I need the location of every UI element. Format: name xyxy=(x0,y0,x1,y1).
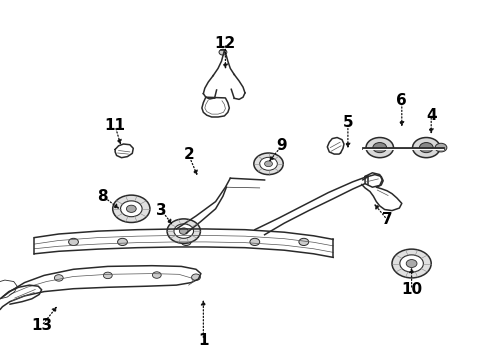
Text: 2: 2 xyxy=(183,147,194,162)
Circle shape xyxy=(373,143,387,153)
Circle shape xyxy=(219,49,227,55)
Circle shape xyxy=(265,161,272,167)
Circle shape xyxy=(366,138,393,158)
Circle shape xyxy=(152,272,161,278)
Text: 11: 11 xyxy=(105,118,125,134)
Text: 7: 7 xyxy=(382,212,392,227)
Text: 13: 13 xyxy=(31,318,52,333)
Circle shape xyxy=(192,274,200,280)
Circle shape xyxy=(254,153,283,175)
Circle shape xyxy=(113,195,150,222)
Circle shape xyxy=(69,238,78,246)
Circle shape xyxy=(167,219,200,243)
Text: 9: 9 xyxy=(276,138,287,153)
Text: 1: 1 xyxy=(198,333,209,348)
Circle shape xyxy=(435,143,447,152)
Text: 6: 6 xyxy=(396,93,407,108)
Circle shape xyxy=(419,143,433,153)
Circle shape xyxy=(392,249,431,278)
Text: 4: 4 xyxy=(426,108,437,123)
Circle shape xyxy=(250,238,260,246)
Circle shape xyxy=(54,275,63,281)
Circle shape xyxy=(126,205,136,212)
Circle shape xyxy=(400,255,423,272)
Text: 10: 10 xyxy=(401,282,422,297)
Circle shape xyxy=(103,272,112,279)
Circle shape xyxy=(299,238,309,246)
Circle shape xyxy=(406,260,417,267)
Text: 3: 3 xyxy=(156,203,167,218)
Circle shape xyxy=(179,228,188,234)
Circle shape xyxy=(260,157,277,170)
Circle shape xyxy=(118,238,127,246)
Circle shape xyxy=(174,224,194,238)
Circle shape xyxy=(121,201,142,217)
Circle shape xyxy=(181,238,191,246)
Text: 12: 12 xyxy=(215,36,236,51)
Circle shape xyxy=(413,138,440,158)
Text: 5: 5 xyxy=(343,115,353,130)
Text: 8: 8 xyxy=(98,189,108,204)
